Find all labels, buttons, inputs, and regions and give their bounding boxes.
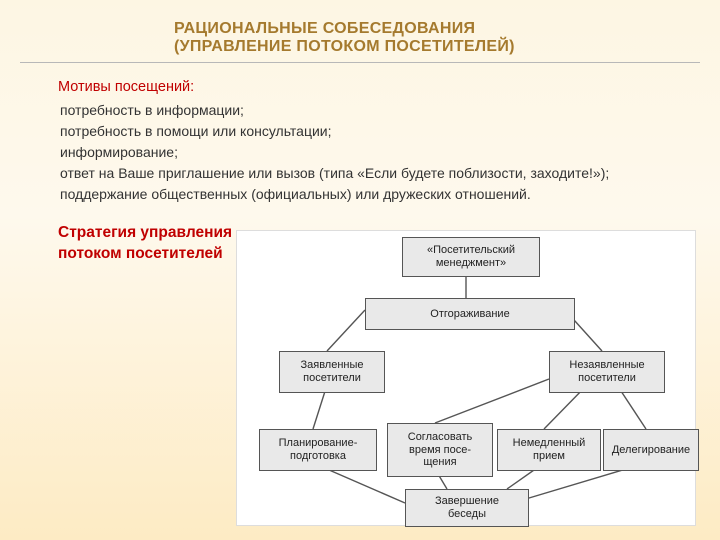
strategy-line1: Стратегия управления [58,224,232,241]
title-line1: РАЦИОНАЛЬНЫЕ СОБЕСЕДОВАНИЯ [174,20,720,38]
title-line2: (УПРАВЛЕНИЕ ПОТОКОМ ПОСЕТИТЕЛЕЙ) [174,38,720,56]
motives-item: потребность в информации; [58,100,700,121]
node-shield: Отгораживание [365,298,575,330]
node-immediate: Немедленныйприем [497,429,601,471]
page-title: РАЦИОНАЛЬНЫЕ СОБЕСЕДОВАНИЯ (УПРАВЛЕНИЕ П… [0,0,720,60]
node-plan: Планирование-подготовка [259,429,377,471]
node-undeclared: Незаявленныепосетители [549,351,665,393]
node-agree: Согласоватьвремя посе-щения [387,423,493,477]
edge-undeclared-agree [435,379,549,423]
motives-item: информирование; [58,142,700,163]
strategy-line2: потоком посетителей [58,245,223,262]
flowchart-diagram: «Посетительскийменеджмент» Отгораживание З… [236,230,696,526]
edge-shield-declared [327,310,365,351]
motives-item: потребность в помощи или консультации; [58,121,700,142]
motives-heading: Мотивы посещений: [58,77,700,98]
node-delegate: Делегирование [603,429,699,471]
motives-list: потребность в информации;потребность в п… [58,100,700,205]
motives-item: ответ на Ваше приглашение или вызов (тип… [58,163,700,184]
motives-item: поддержание общественных (официальных) и… [58,184,700,205]
node-finish: Завершениебеседы [405,489,529,527]
node-declared: Заявленныепосетители [279,351,385,393]
node-mgmt: «Посетительскийменеджмент» [402,237,540,277]
